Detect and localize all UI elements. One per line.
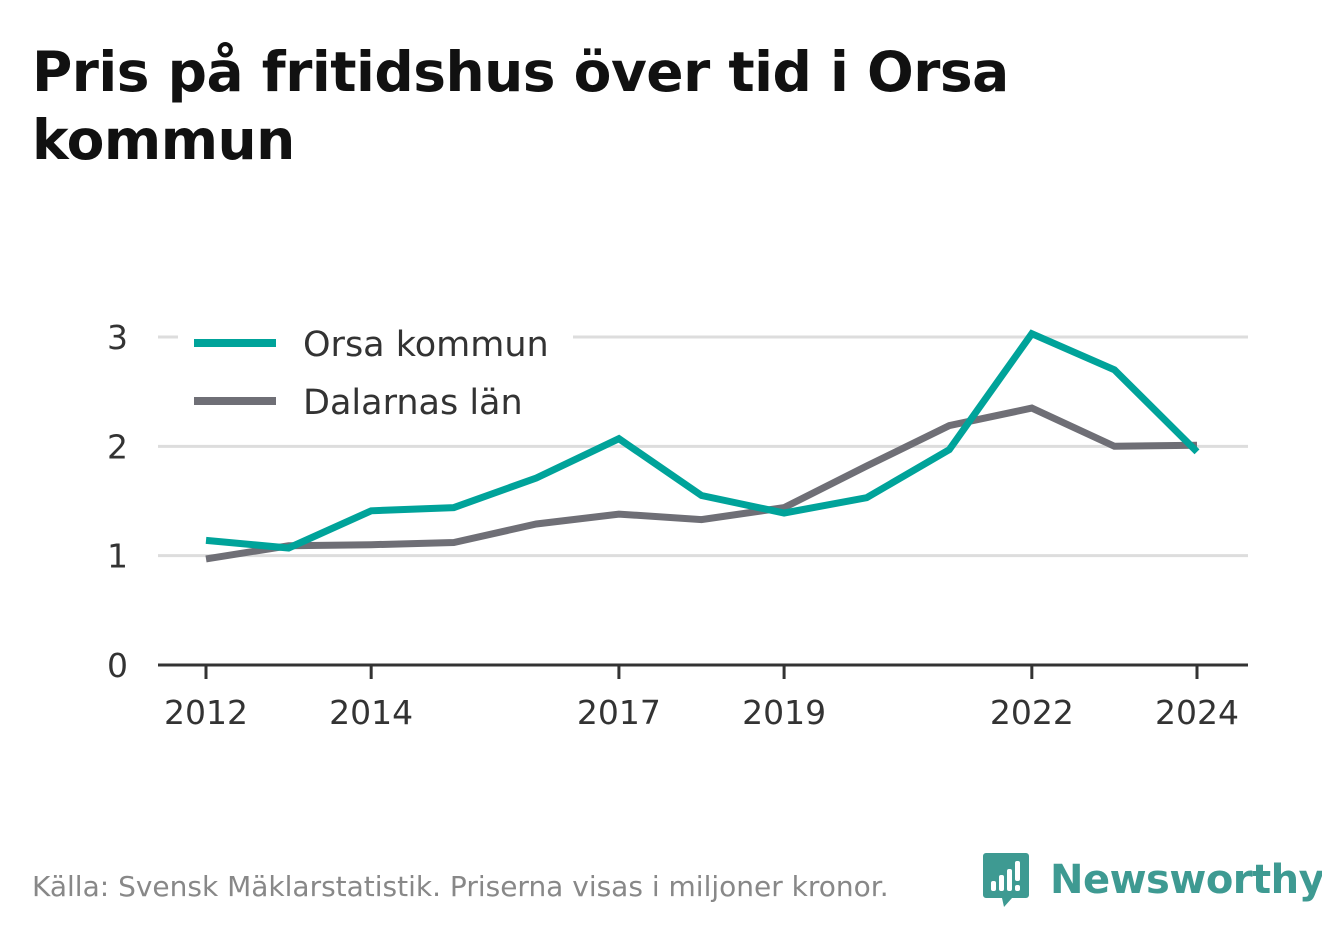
source-note: Källa: Svensk Mäklarstatistik. Priserna … [32, 870, 889, 903]
y-axis-tick-labels: 0 1 2 3 [107, 318, 128, 685]
x-tick-label: 2022 [990, 693, 1074, 732]
chart-title: Pris på fritidshus över tid i Orsa kommu… [32, 40, 1009, 172]
series-lines [205, 329, 1200, 563]
series-line-dalarnas-lan [205, 404, 1198, 563]
brand-name: Newsworthy [1050, 857, 1322, 903]
y-tick-label: 3 [107, 318, 128, 357]
x-tick-label: 2024 [1155, 693, 1239, 732]
y-tick-label: 1 [107, 537, 128, 576]
series-line-orsa-kommun [205, 329, 1200, 552]
x-tick-label: 2012 [164, 693, 248, 732]
x-tick-label: 2014 [329, 693, 413, 732]
y-tick-label: 0 [107, 646, 128, 685]
x-tick-label: 2017 [577, 693, 661, 732]
newsworthy-brand[interactable]: Newsworthy [982, 850, 1322, 910]
newsworthy-logo-icon [983, 853, 1029, 907]
legend: Orsa kommun Dalarnas län [178, 312, 573, 434]
legend-background [178, 312, 573, 434]
y-tick-label: 2 [107, 427, 128, 466]
x-axis-ticks: 2012 2014 2017 2019 2022 2024 [164, 665, 1239, 732]
legend-label: Dalarnas län [303, 383, 523, 423]
x-tick-label: 2019 [742, 693, 826, 732]
legend-label: Orsa kommun [303, 325, 549, 365]
